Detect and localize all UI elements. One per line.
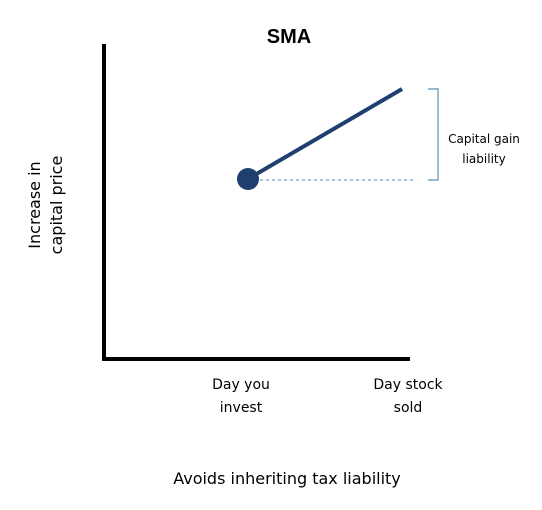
y-axis-label: Increase in capital price	[25, 156, 66, 255]
x-tick-invest-line-1: Day you	[212, 377, 270, 393]
diagram-caption: Avoids inheriting tax liability	[173, 469, 401, 488]
y-axis-label-line-2: capital price	[47, 156, 66, 255]
bracket-label-line-2: liability	[462, 152, 505, 166]
x-tick-sold-line-1: Day stock	[373, 377, 443, 393]
x-tick-sold-line-2: sold	[394, 400, 423, 416]
price-increase-line	[246, 87, 404, 181]
invest-point-marker	[237, 168, 259, 190]
y-axis-label-line-1: Increase in	[25, 161, 44, 248]
capital-gain-bracket	[428, 88, 439, 181]
diagram-title: SMA	[267, 26, 311, 48]
bracket-label-line-1: Capital gain	[448, 132, 520, 146]
x-tick-invest-line-2: invest	[220, 400, 263, 416]
